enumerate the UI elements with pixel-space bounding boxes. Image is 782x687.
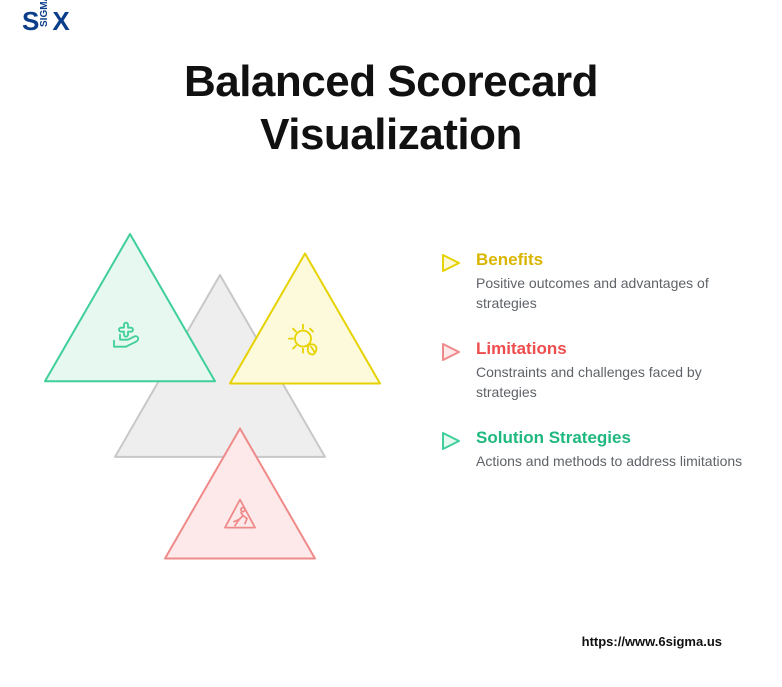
footer-url: https://www.6sigma.us	[582, 634, 722, 649]
legend-title: Solution Strategies	[476, 428, 760, 448]
legend-item-limitations: Limitations Constraints and challenges f…	[440, 339, 760, 402]
triangle-marker-icon	[440, 252, 462, 274]
logo: SSIGMAX	[22, 8, 69, 34]
legend-desc: Actions and methods to address limitatio…	[476, 452, 760, 472]
triangle-diagram	[30, 220, 410, 600]
legend-desc: Constraints and challenges faced by stra…	[476, 363, 760, 402]
legend-item-benefits: Benefits Positive outcomes and advantage…	[440, 250, 760, 313]
logo-x: X	[52, 6, 68, 36]
logo-sigma: SIGMA	[40, 13, 50, 27]
title-line-1: Balanced Scorecard	[184, 57, 598, 106]
logo-s: S	[22, 6, 38, 36]
legend: Benefits Positive outcomes and advantage…	[440, 250, 760, 498]
legend-title: Benefits	[476, 250, 760, 270]
legend-title: Limitations	[476, 339, 760, 359]
legend-desc: Positive outcomes and advantages of stra…	[476, 274, 760, 313]
title-line-2: Visualization	[260, 110, 522, 159]
page-title: Balanced Scorecard Visualization	[0, 56, 782, 162]
triangle-marker-icon	[440, 341, 462, 363]
triangle-marker-icon	[440, 430, 462, 452]
legend-item-solutions: Solution Strategies Actions and methods …	[440, 428, 760, 472]
